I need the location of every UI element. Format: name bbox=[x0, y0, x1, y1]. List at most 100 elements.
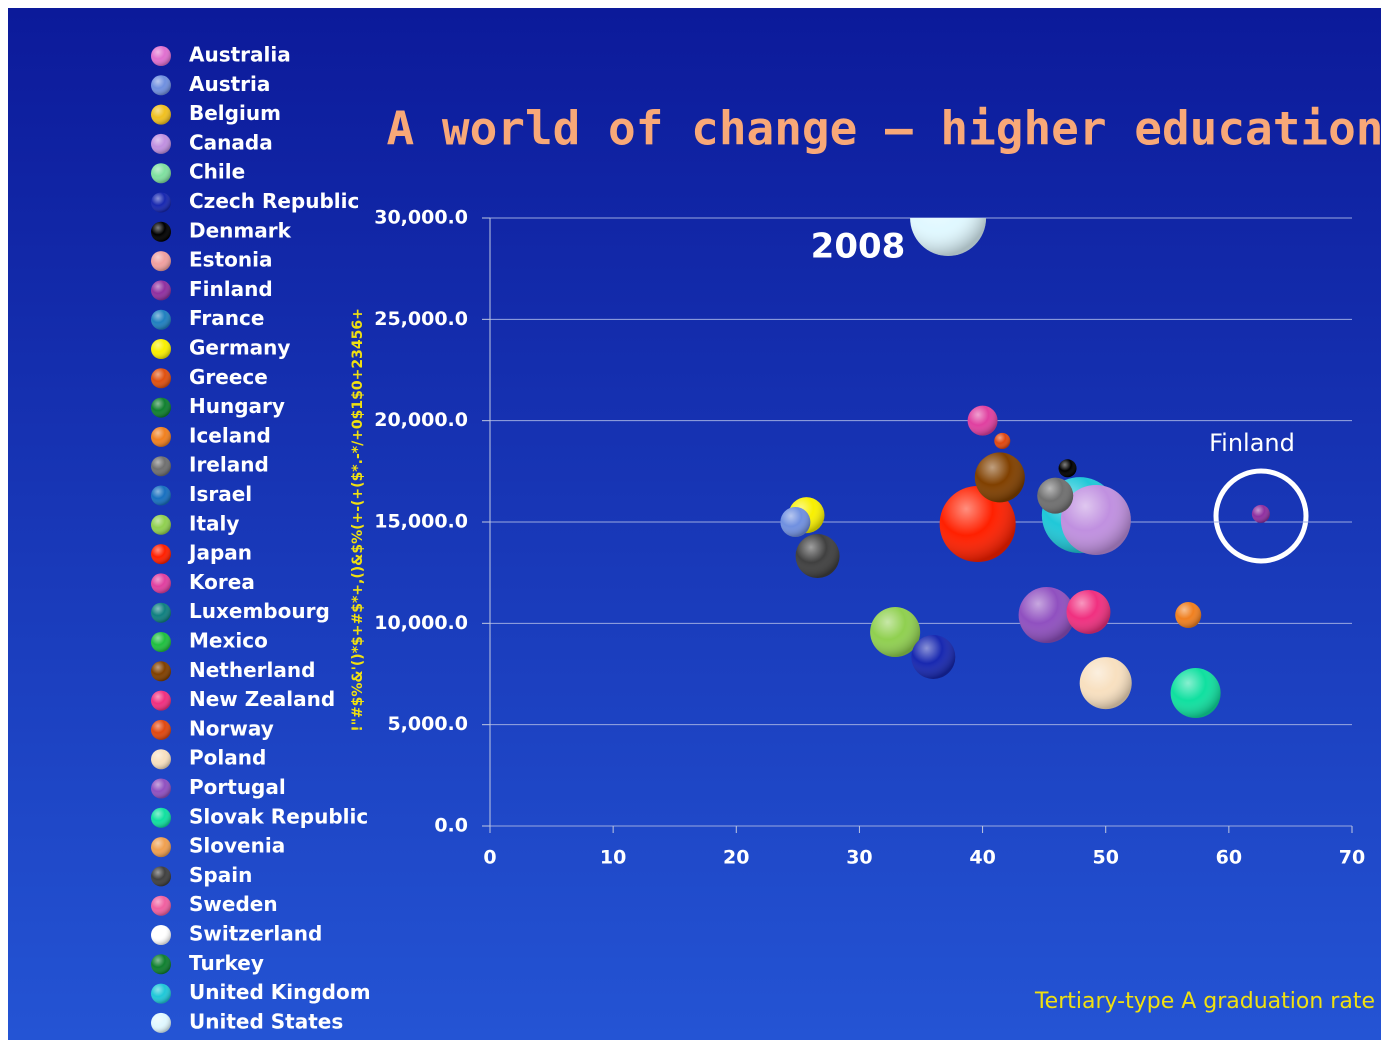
legend-marker-shine bbox=[151, 866, 171, 886]
legend-label: Korea bbox=[189, 570, 255, 594]
legend-label: Slovenia bbox=[189, 834, 285, 858]
chart-title: A world of change – higher education bbox=[387, 102, 1381, 156]
legend-marker-shine bbox=[151, 544, 171, 564]
bubble-shine bbox=[1059, 459, 1077, 477]
legend-label: Netherland bbox=[189, 658, 315, 682]
legend-marker-shine bbox=[151, 808, 171, 828]
legend-marker-shine bbox=[151, 105, 171, 125]
bubble-shine bbox=[796, 534, 840, 578]
legend-marker-shine bbox=[151, 46, 171, 66]
annotation: Finland bbox=[1209, 429, 1295, 457]
legend-marker-shine bbox=[151, 603, 171, 623]
legend-label: Japan bbox=[187, 541, 252, 565]
legend-label: New Zealand bbox=[189, 687, 335, 711]
legend-marker-shine bbox=[151, 573, 171, 593]
legend-marker-shine bbox=[151, 691, 171, 711]
legend-marker-shine bbox=[151, 515, 171, 535]
x-tick-label: 0 bbox=[483, 847, 496, 869]
legend-label: Canada bbox=[189, 130, 273, 154]
bubble-shine bbox=[1175, 602, 1201, 628]
legend-marker-shine bbox=[151, 339, 171, 359]
bubble-shine bbox=[911, 635, 955, 679]
legend-marker-shine bbox=[151, 193, 171, 213]
x-tick-label: 70 bbox=[1339, 847, 1365, 869]
legend-label: Poland bbox=[189, 746, 266, 770]
legend-marker-shine bbox=[151, 486, 171, 506]
x-tick-label: 20 bbox=[723, 847, 749, 869]
legend-marker-shine bbox=[151, 163, 171, 183]
bubble-shine bbox=[780, 507, 810, 537]
legend-marker-shine bbox=[151, 222, 171, 242]
bubble-shine bbox=[1037, 478, 1073, 514]
x-tick-label: 30 bbox=[846, 847, 872, 869]
legend-marker-shine bbox=[151, 779, 171, 799]
legend-label: United States bbox=[189, 1009, 343, 1033]
legend-marker-shine bbox=[151, 427, 171, 447]
legend-marker-shine bbox=[151, 837, 171, 857]
y-tick-label: 0.0 bbox=[434, 815, 468, 837]
legend-marker-shine bbox=[151, 925, 171, 945]
legend-marker-shine bbox=[151, 280, 171, 300]
legend-label: Estonia bbox=[189, 248, 272, 272]
legend-marker-shine bbox=[151, 398, 171, 418]
legend-label: Finland bbox=[189, 277, 273, 301]
legend-marker-shine bbox=[151, 1013, 171, 1033]
y-tick-label: 30,000.0 bbox=[374, 207, 468, 229]
bubble-shine bbox=[1252, 505, 1270, 523]
legend-label: Turkey bbox=[189, 951, 264, 975]
legend-label: Germany bbox=[189, 336, 290, 360]
x-tick-label: 10 bbox=[600, 847, 626, 869]
x-tick-label: 40 bbox=[969, 847, 995, 869]
bubble-shine bbox=[1080, 657, 1132, 709]
bubble-shine bbox=[1019, 587, 1075, 643]
legend-label: Czech Republic bbox=[189, 189, 359, 213]
legend-label: Slovak Republic bbox=[189, 804, 368, 828]
legend-marker-shine bbox=[151, 632, 171, 652]
y-tick-label: 25,000.0 bbox=[374, 308, 468, 330]
legend-label: France bbox=[189, 306, 264, 330]
legend-label: United Kingdom bbox=[189, 980, 371, 1004]
legend-marker-shine bbox=[151, 720, 171, 740]
legend-label: Mexico bbox=[189, 629, 268, 653]
legend-label: Chile bbox=[189, 160, 245, 184]
bubble-shine bbox=[994, 433, 1010, 449]
y-tick-label: 5,000.0 bbox=[387, 713, 468, 735]
chart: A world of change – higher education !"#… bbox=[8, 8, 1381, 1040]
legend-label: Norway bbox=[189, 716, 274, 740]
year-label: 2008 bbox=[811, 227, 906, 267]
legend-marker-shine bbox=[151, 984, 171, 1004]
legend-marker-shine bbox=[151, 368, 171, 388]
bubble-shine bbox=[975, 452, 1025, 502]
legend-marker-shine bbox=[151, 661, 171, 681]
legend-label: Sweden bbox=[189, 892, 278, 916]
y-tick-label: 10,000.0 bbox=[374, 612, 468, 634]
x-tick-label: 60 bbox=[1216, 847, 1242, 869]
legend-marker-shine bbox=[151, 310, 171, 330]
legend-label: Portugal bbox=[189, 775, 286, 799]
legend-marker-shine bbox=[151, 954, 171, 974]
y-tick-label: 15,000.0 bbox=[374, 511, 468, 533]
legend-label: Australia bbox=[189, 43, 291, 67]
legend-label: Ireland bbox=[189, 453, 269, 477]
legend-label: Austria bbox=[189, 72, 270, 96]
y-tick-label: 20,000.0 bbox=[374, 409, 468, 431]
x-axis-label: Tertiary-type A graduation rate bbox=[1034, 989, 1375, 1014]
legend-marker-shine bbox=[151, 251, 171, 271]
slide: A world of change – higher education !"#… bbox=[8, 8, 1381, 1040]
y-axis-label: !"#$%&'()*$+#$*+,()&$%(+-(+($*.-*/+0$1$0… bbox=[350, 308, 366, 732]
legend-label: Denmark bbox=[189, 218, 292, 242]
legend-label: Italy bbox=[189, 511, 239, 535]
legend-label: Iceland bbox=[189, 423, 271, 447]
legend-label: Switzerland bbox=[189, 922, 322, 946]
legend-label: Greece bbox=[189, 365, 268, 389]
legend-marker-shine bbox=[151, 749, 171, 769]
legend-label: Hungary bbox=[189, 394, 285, 418]
legend-marker-shine bbox=[151, 75, 171, 95]
bubble-shine bbox=[968, 406, 998, 436]
legend-marker-shine bbox=[151, 896, 171, 916]
legend-marker-shine bbox=[151, 134, 171, 154]
legend-label: Belgium bbox=[189, 101, 281, 125]
legend-label: Luxembourg bbox=[189, 599, 330, 623]
legend-label: Israel bbox=[189, 482, 252, 506]
bubble-shine bbox=[1171, 668, 1221, 718]
